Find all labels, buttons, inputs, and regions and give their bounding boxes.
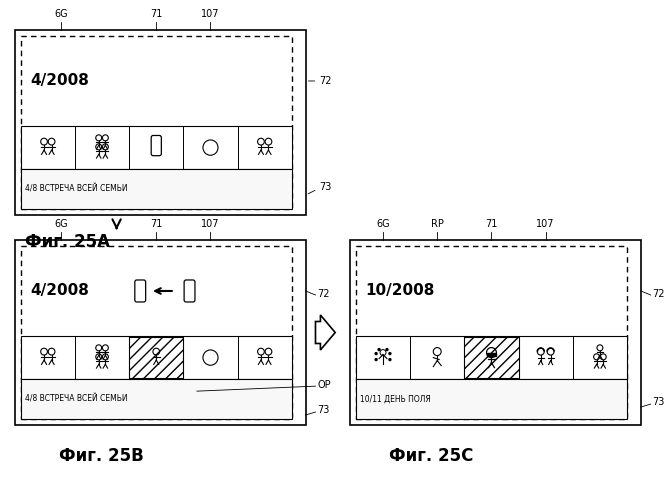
Text: 73: 73 [320,182,332,192]
Circle shape [389,352,391,354]
Circle shape [389,358,391,360]
Text: 73: 73 [318,405,330,415]
Bar [15,30,306,215]
Bar [21,126,292,169]
Text: Фиг. 25С: Фиг. 25С [390,447,474,465]
Text: 72: 72 [320,76,332,86]
Bar [464,337,519,378]
Text: 72: 72 [653,289,665,299]
Bar [15,240,306,425]
Text: 6G: 6G [55,219,68,229]
Text: 10/11 ДЕНЬ ПОЛЯ: 10/11 ДЕНЬ ПОЛЯ [360,394,431,404]
Bar [129,337,183,378]
Text: 71: 71 [486,219,498,229]
Bar [356,379,627,419]
Bar [21,169,292,209]
Text: 71: 71 [150,219,163,229]
Text: 4/8 ВСТРЕЧА ВСЕЙ СЕМЬИ: 4/8 ВСТРЕЧА ВСЕЙ СЕМЬИ [25,394,127,404]
Text: Фиг. 25В: Фиг. 25В [59,447,144,465]
Bar [356,336,627,379]
Text: 71: 71 [150,9,163,19]
FancyBboxPatch shape [184,280,195,302]
Text: 6G: 6G [55,9,68,19]
Bar [21,36,292,209]
Text: OP: OP [318,380,331,390]
Circle shape [375,352,377,354]
Text: 107: 107 [201,9,220,19]
FancyBboxPatch shape [135,280,146,302]
Text: 107: 107 [536,219,555,229]
Text: 72: 72 [318,289,330,299]
Circle shape [378,348,380,350]
Text: 73: 73 [653,397,665,407]
Circle shape [375,358,377,360]
Text: 4/2008: 4/2008 [31,74,89,88]
Text: 4/8 ВСТРЕЧА ВСЕЙ СЕМЬИ: 4/8 ВСТРЕЧА ВСЕЙ СЕМЬИ [25,184,127,194]
Bar [487,352,496,356]
Text: 6G: 6G [376,219,390,229]
Circle shape [386,348,388,350]
Text: Фиг. 25А: Фиг. 25А [25,233,110,251]
Bar [21,336,292,379]
Bar [21,379,292,419]
FancyArrow shape [316,315,335,350]
Text: RP: RP [431,219,444,229]
Bar [356,246,627,419]
FancyBboxPatch shape [151,136,161,156]
Bar [21,246,292,419]
Text: 107: 107 [201,219,220,229]
Text: 4/2008: 4/2008 [31,284,89,298]
Text: 10/2008: 10/2008 [366,284,435,298]
Bar [350,240,641,425]
